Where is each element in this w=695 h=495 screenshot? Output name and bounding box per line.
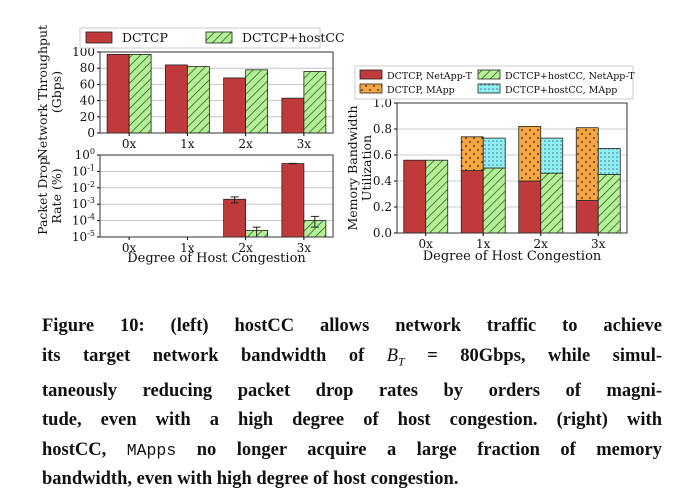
- throughput-chart: 0 20 40 60 80 100 0x 1x 2x 3x Network Throughput (G…: [35, 25, 345, 159]
- y-axis-label: (Gbps): [49, 71, 64, 113]
- math-base: B: [386, 345, 399, 366]
- legend-swatch: [359, 69, 383, 80]
- bar-dctcp-hostcc: [128, 54, 152, 134]
- x-axis-label: Degree of Host Congestion: [127, 251, 306, 266]
- legend-label: DCTCP+hostCC, MApp: [505, 85, 617, 96]
- y-tick-label: 10-2: [72, 180, 95, 195]
- y-tick-label: 10-3: [72, 196, 95, 211]
- caption-text: taneously reducing packet drop rates by …: [42, 380, 662, 401]
- caption-line: taneously reducing packet drop rates by …: [42, 377, 662, 407]
- y-tick-label: 10-5: [72, 229, 95, 244]
- bar-dctcp-netapp-t: [575, 200, 599, 234]
- caption-text: tude, even with a high degree of host co…: [42, 410, 662, 431]
- caption-line: its target network bandwidth of BT = 80G…: [42, 342, 662, 377]
- legend-label: DCTCP+hostCC, NetApp-T: [505, 71, 635, 82]
- caption-line: bandwidth, even with high degree of host…: [42, 465, 662, 495]
- legend-label: DCTCP+hostCC: [242, 30, 345, 45]
- caption-text: = 80Gbps, while simul-: [404, 345, 662, 366]
- y-tick-label: 10-4: [72, 213, 95, 228]
- x-tick-label: 2x: [238, 137, 253, 151]
- bar-dctcp-mapp: [518, 126, 542, 182]
- caption-text: hostCC,: [42, 439, 127, 460]
- plot-border: [99, 51, 334, 134]
- caption-line: tude, even with a high degree of host co…: [42, 406, 662, 436]
- x-tick-label: 3x: [297, 137, 312, 151]
- bar-dctcp: [223, 77, 247, 134]
- y-axis-label: Utilization: [359, 135, 374, 201]
- x-tick-label: 3x: [591, 237, 606, 251]
- bar-dctcp-hostcc-netapp-t: [425, 159, 449, 234]
- math-var: BT: [386, 345, 405, 369]
- bar-dctcp-hostcc: [245, 69, 269, 134]
- caption-line: hostCC, MApps no longer acquire a large …: [42, 436, 662, 466]
- bar-dctcp-hostcc-mapp: [540, 137, 564, 174]
- bar-dctcp-mapp: [575, 127, 599, 201]
- bar-dctcp-hostcc-netapp-t: [540, 172, 564, 234]
- y-axis-label: Packet Drop: [35, 157, 50, 235]
- x-tick-label: 1x: [476, 237, 491, 251]
- legend-box: [79, 27, 321, 49]
- figure: 0 20 40 60 80 100 0x 1x 2x 3x Network Throughput (G…: [35, 25, 635, 266]
- y-tick-label: 0.4: [373, 174, 392, 188]
- y-tick-label: 0.6: [373, 148, 392, 162]
- legend-swatch: [205, 31, 233, 44]
- legend-swatch: [477, 83, 501, 94]
- plot-border: [396, 102, 628, 234]
- y-axis-label: Network Throughput: [35, 25, 50, 159]
- figure-caption: Figure 10: (left) hostCC allows network …: [42, 312, 662, 495]
- bar-dctcp: [281, 163, 305, 238]
- bar-dctcp-netapp-t: [518, 180, 542, 234]
- bar-dctcp-netapp-t: [403, 159, 427, 234]
- x-tick-label: 0x: [419, 237, 434, 251]
- x-tick-label: 1x: [180, 137, 195, 151]
- plot-border: [99, 154, 334, 238]
- y-axis-label: Memory Bandwidth: [345, 105, 360, 230]
- math-subscript: T: [398, 354, 405, 369]
- x-tick-label: 3x: [297, 241, 312, 255]
- caption-code: MApps: [126, 440, 177, 460]
- y-tick-label: 10-1: [72, 163, 95, 178]
- y-tick-label: 20: [80, 110, 95, 124]
- bar-dctcp-hostcc-netapp-t: [597, 174, 621, 234]
- bar-dctcp: [164, 64, 188, 134]
- caption-text: bandwidth, even with high degree of host…: [42, 469, 459, 490]
- y-tick-label: 0.0: [373, 226, 392, 240]
- bar-dctcp: [223, 198, 247, 238]
- legend-label: DCTCP: [122, 30, 168, 45]
- y-tick-label: 0.2: [373, 200, 392, 214]
- caption-line: Figure 10: (left) hostCC allows network …: [42, 312, 662, 342]
- legend-label: DCTCP, MApp: [387, 85, 455, 96]
- bar-dctcp: [281, 97, 305, 134]
- bar-dctcp-hostcc-netapp-t: [482, 167, 506, 234]
- y-axis-label: Rate (%): [49, 168, 64, 223]
- legend-swatch: [477, 69, 501, 80]
- legend-label: DCTCP, NetApp-T: [387, 71, 473, 82]
- y-tick-label: 40: [80, 94, 95, 108]
- bar-dctcp-netapp-t: [460, 170, 484, 234]
- caption-text: its target network bandwidth of: [42, 345, 387, 366]
- bar-dctcp-hostcc: [186, 66, 210, 134]
- y-tick-label: 100: [75, 147, 95, 162]
- legend-swatch: [359, 83, 383, 94]
- caption-text: Figure 10: (left) hostCC allows network …: [42, 316, 662, 336]
- bar-dctcp: [106, 54, 130, 134]
- legend-swatch: [85, 31, 113, 44]
- y-tick-label: 0: [87, 126, 95, 140]
- x-axis-label: Degree of Host Congestion: [423, 249, 602, 264]
- bar-dctcp-mapp: [460, 136, 484, 172]
- bar-dctcp-hostcc: [303, 71, 327, 134]
- y-tick-label: 60: [80, 77, 95, 91]
- x-tick-label: 2x: [238, 241, 253, 255]
- bar-dctcp-hostcc-mapp: [482, 137, 506, 169]
- x-tick-label: 0x: [122, 137, 137, 151]
- bar-dctcp-hostcc-mapp: [597, 148, 621, 175]
- y-tick-label: 80: [80, 61, 95, 75]
- x-tick-label: 2x: [534, 237, 549, 251]
- x-tick-label: 0x: [122, 241, 137, 255]
- x-tick-label: 1x: [180, 241, 195, 255]
- y-tick-label: 0.8: [373, 122, 392, 136]
- caption-text: no longer acquire a large fraction of me…: [176, 439, 662, 460]
